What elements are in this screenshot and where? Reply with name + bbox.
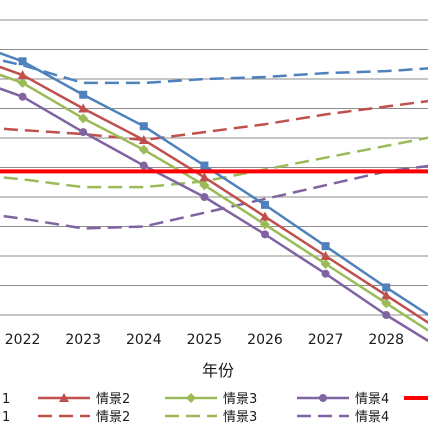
data-point (199, 172, 210, 182)
legend-item: 1 (2, 410, 10, 425)
legend-item: 情景4 (297, 392, 389, 407)
legend-item: 情景2 (38, 410, 130, 425)
series-line (0, 99, 428, 142)
legend-item: 情景3 (165, 392, 257, 407)
data-point (59, 393, 69, 402)
data-point (382, 283, 391, 292)
data-point (139, 122, 148, 131)
data-point (260, 219, 270, 230)
legend: 1 情景2 情景3 情景4 1 情景2 情景3 情景4 (2, 392, 428, 425)
data-point (18, 57, 27, 66)
series-layer (0, 51, 428, 343)
data-point (261, 200, 269, 209)
data-point (261, 230, 269, 239)
series-solid-1 (0, 65, 428, 324)
series-line (0, 65, 428, 324)
series-dashed-7 (0, 136, 428, 189)
legend-label: 1 (2, 392, 10, 407)
series-dashed-6 (0, 99, 428, 142)
x-tick-labels: 202120222023202420252026202720282029 (5, 332, 404, 348)
data-point (382, 311, 391, 319)
x-tick-label: 2023 (65, 332, 101, 348)
x-tick-label: 2027 (308, 332, 344, 348)
legend-label: 情景4 (355, 392, 389, 407)
data-point (321, 242, 330, 251)
data-point (79, 128, 88, 137)
data-point (320, 251, 331, 260)
data-point (200, 161, 209, 170)
data-point (381, 298, 392, 309)
x-tick-label: 2024 (126, 332, 162, 348)
legend-label: 情景3 (223, 410, 257, 425)
legend-item: 情景2 (38, 392, 130, 407)
series-line (0, 58, 428, 85)
x-tick-label: 2025 (187, 332, 223, 348)
data-point (186, 393, 196, 403)
series-dashed-8 (0, 164, 428, 230)
data-point (381, 290, 392, 300)
legend-label: 情景2 (96, 410, 130, 425)
data-point (260, 211, 270, 221)
x-tick-label: 2026 (247, 332, 283, 348)
legend-label: 1 (2, 410, 10, 425)
data-point (200, 193, 209, 201)
x-tick-label: 2022 (5, 332, 41, 348)
data-point (78, 113, 89, 124)
data-point (321, 269, 330, 278)
series-dashed-5 (0, 58, 428, 85)
data-point (17, 70, 28, 80)
data-point (138, 134, 149, 144)
data-point (17, 77, 28, 88)
legend-item: 情景4 (297, 410, 389, 425)
series-solid-2 (0, 73, 428, 332)
data-point (18, 92, 27, 101)
x-axis-title: 年份 (202, 361, 234, 380)
data-point (78, 103, 89, 113)
data-point (79, 90, 88, 99)
legend-item: 1 (2, 392, 10, 407)
x-tick-label: 2028 (368, 332, 404, 348)
legend-label: 情景4 (355, 410, 389, 425)
data-point (139, 161, 148, 170)
series-line (0, 87, 428, 343)
series-line (0, 164, 428, 230)
data-point (320, 258, 331, 269)
data-point (138, 144, 149, 155)
legend-label: 情景3 (223, 392, 257, 407)
series-line (0, 136, 428, 189)
legend-label: 情景2 (96, 392, 130, 407)
series-solid-0 (0, 51, 428, 317)
series-solid-3 (0, 87, 428, 343)
legend-item: 情景3 (165, 410, 257, 425)
data-point (319, 394, 327, 402)
data-point (199, 180, 210, 191)
